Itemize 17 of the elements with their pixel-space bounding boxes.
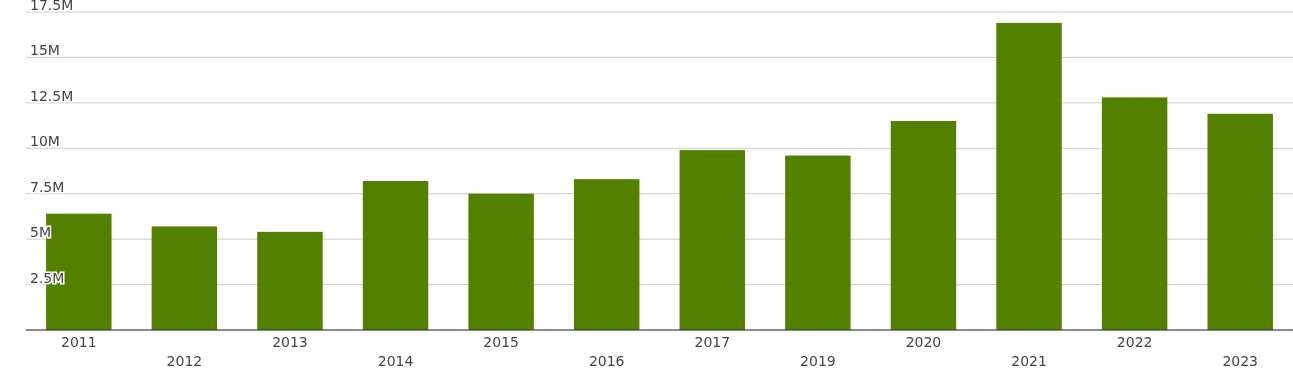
x-tick-label: 2023 xyxy=(1222,353,1259,370)
x-tick-label: 2012 xyxy=(166,353,203,370)
x-tick-label: 2011 xyxy=(60,333,97,350)
x-tick-label: 2015 xyxy=(483,333,519,350)
y-tick-label: 12.5M xyxy=(30,87,74,104)
y-tick-label: 15M xyxy=(30,42,60,59)
x-tick-label: 2019 xyxy=(800,353,836,370)
x-tick-label: 2013 xyxy=(272,333,308,350)
y-tick-label: 17.5M xyxy=(30,0,74,13)
y-tick-label: 10M xyxy=(30,133,60,150)
x-tick-label: 2022 xyxy=(1116,333,1153,350)
y-tick-label: 7.5M xyxy=(30,178,65,195)
x-tick-label: 2016 xyxy=(588,353,625,370)
x-tick-label: 2014 xyxy=(377,353,414,370)
x-tick-label: 2020 xyxy=(905,333,942,350)
x-tick-label: 2017 xyxy=(694,333,731,350)
x-tick-label: 2021 xyxy=(1011,353,1047,370)
